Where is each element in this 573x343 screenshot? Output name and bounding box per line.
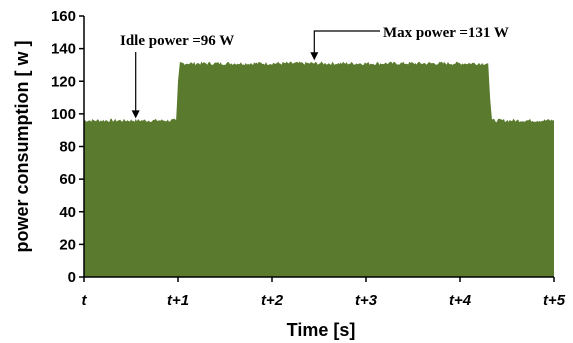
y-tick-label: 120 — [51, 73, 76, 90]
max-arrow-head — [310, 52, 319, 61]
y-tick-label: 40 — [59, 204, 76, 221]
x-axis: t t+1 t+2 t+3 t+4 t+5 — [82, 276, 566, 309]
y-tick-label: 100 — [51, 106, 76, 123]
annotations: Idle power =96 W Max power =131 W — [120, 25, 509, 119]
x-axis-label: Time [s] — [287, 320, 356, 340]
y-tick-label: 80 — [59, 139, 76, 156]
x-tick-label: t+2 — [261, 292, 284, 309]
y-tick-label: 0 — [68, 269, 76, 286]
plot-area — [84, 61, 554, 277]
y-tick-label: 20 — [59, 236, 76, 253]
max-power-annotation: Max power =131 W — [383, 25, 509, 41]
y-tick-label: 160 — [51, 8, 76, 25]
y-tick-label: 140 — [51, 41, 76, 58]
y-axis-label: power consumption [ w ] — [12, 41, 32, 253]
x-tick-label: t — [82, 292, 88, 309]
power-area — [84, 61, 554, 277]
idle-power-annotation: Idle power =96 W — [120, 33, 234, 49]
x-tick-label: t+1 — [167, 292, 189, 309]
x-tick-label: t+4 — [449, 292, 472, 309]
y-tick-label: 60 — [59, 171, 76, 188]
x-tick-label: t+5 — [543, 292, 566, 309]
y-axis: 0 20 40 60 80 100 120 140 160 — [51, 8, 85, 286]
x-tick-label: t+3 — [355, 292, 378, 309]
max-arrow-line — [313, 30, 380, 54]
idle-arrow-head — [131, 110, 140, 119]
